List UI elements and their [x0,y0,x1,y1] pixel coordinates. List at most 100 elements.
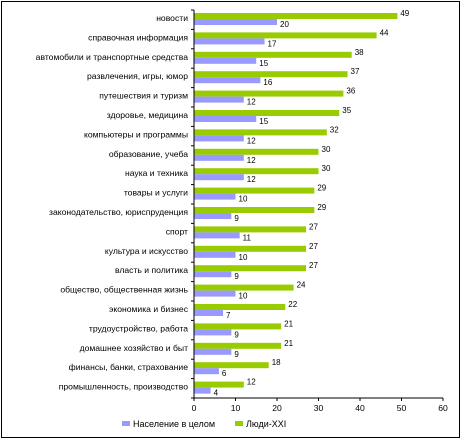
bar-naselenie [194,387,211,394]
data-label-naselenie: 17 [268,39,277,48]
x-tick-label: 50 [397,403,407,413]
category-label: путешествия и туризм [99,91,188,101]
data-label-lyudi-xxi: 12 [247,378,256,387]
data-label-lyudi-xxi: 24 [297,281,306,290]
bar-naselenie [194,271,232,278]
bar-naselenie [194,38,265,45]
bar-lyudi-xxi [194,129,327,136]
legend-label: Население в целом [133,419,215,429]
data-label-naselenie: 11 [243,233,252,242]
x-tick-label: 30 [314,403,324,413]
category-label: компьютеры и программы [84,129,188,139]
x-tick-label: 0 [192,403,197,413]
bar-lyudi-xxi [194,381,244,388]
data-label-lyudi-xxi: 27 [309,222,318,231]
data-label-lyudi-xxi: 29 [317,203,326,212]
data-label-lyudi-xxi: 27 [309,261,318,270]
category-label: здоровье, медицина [107,110,188,120]
data-label-lyudi-xxi: 22 [288,300,297,309]
bar-naselenie [194,96,244,103]
data-label-naselenie: 7 [226,311,231,320]
data-label-naselenie: 10 [239,195,248,204]
data-label-naselenie: 15 [259,117,268,126]
x-tick-label: 40 [355,403,365,413]
data-label-naselenie: 12 [247,136,256,145]
data-label-lyudi-xxi: 27 [309,242,318,251]
data-label-naselenie: 4 [214,389,219,398]
category-label: финансы, банки, страхование [69,362,189,372]
data-label-naselenie: 12 [247,156,256,165]
data-label-lyudi-xxi: 21 [284,339,293,348]
bar-naselenie [194,329,232,336]
bar-naselenie [194,290,236,297]
data-label-lyudi-xxi: 38 [355,48,364,57]
bar-lyudi-xxi [194,245,307,252]
bar-naselenie [194,310,224,316]
data-label-lyudi-xxi: 21 [284,319,293,328]
category-label: спорт [166,226,188,236]
data-label-naselenie: 10 [239,253,248,262]
legend-swatch [235,421,243,426]
data-label-naselenie: 12 [247,98,256,107]
bar-naselenie [194,232,240,239]
data-label-lyudi-xxi: 32 [330,125,339,134]
bar-lyudi-xxi [194,207,315,213]
data-label-naselenie: 10 [239,292,248,301]
category-label: образование, учеба [109,149,188,159]
category-label: новости [156,13,188,23]
x-tick-label: 10 [231,403,241,413]
data-label-lyudi-xxi: 18 [272,358,281,367]
bar-lyudi-xxi [194,265,307,272]
bar-lyudi-xxi [194,51,352,58]
bar-naselenie [194,77,261,84]
bar-lyudi-xxi [194,168,319,175]
bar-lyudi-xxi [194,323,282,330]
x-tick-label: 60 [438,403,448,413]
bar-naselenie [194,19,277,25]
bar-naselenie [194,154,244,161]
data-label-naselenie: 12 [247,175,256,184]
category-label: автомобили и транспортные средства [36,52,189,62]
bar-lyudi-xxi [194,304,286,310]
bar-naselenie [194,348,232,355]
bar-naselenie [194,174,244,181]
data-label-lyudi-xxi: 35 [342,106,351,115]
data-label-lyudi-xxi: 36 [346,87,355,96]
category-label: домашнее хозяйство и быт [80,343,189,353]
data-label-naselenie: 16 [263,78,272,87]
category-label: законодательство, юриспруденция [49,207,188,217]
x-tick-label: 20 [272,403,282,413]
bar-naselenie [194,368,219,375]
bar-lyudi-xxi [194,148,319,155]
bar-lyudi-xxi [194,13,398,19]
category-label: наука и техника [125,168,188,178]
category-label: промышленность, производство [59,382,188,392]
bar-naselenie [194,213,232,219]
data-label-naselenie: 9 [234,272,239,281]
category-label: экономика и бизнес [109,304,189,314]
data-label-lyudi-xxi: 37 [351,67,360,76]
legend-swatch [122,421,130,426]
bar-naselenie [194,135,244,142]
bar-naselenie [194,193,236,200]
category-label: справочная информация [88,32,188,42]
data-label-lyudi-xxi: 30 [322,164,331,173]
category-label: общество, общественная жизнь [60,285,188,295]
category-label: развлечения, игры, юмор [87,71,188,81]
category-label: трудоустройство, работа [89,323,188,333]
data-label-lyudi-xxi: 29 [317,184,326,193]
bar-naselenie [194,251,236,258]
category-label: власть и политика [115,265,188,275]
data-label-naselenie: 20 [280,20,289,29]
data-label-lyudi-xxi: 30 [322,145,331,154]
bar-lyudi-xxi [194,226,307,233]
category-label: товары и услуги [124,188,188,198]
data-label-naselenie: 9 [234,350,239,359]
bar-naselenie [194,116,257,122]
bar-lyudi-xxi [194,284,294,291]
bar-naselenie [194,57,257,64]
data-label-naselenie: 9 [234,330,239,339]
data-label-naselenie: 15 [259,59,268,68]
data-label-lyudi-xxi: 44 [380,28,389,37]
data-label-lyudi-xxi: 49 [400,9,409,18]
